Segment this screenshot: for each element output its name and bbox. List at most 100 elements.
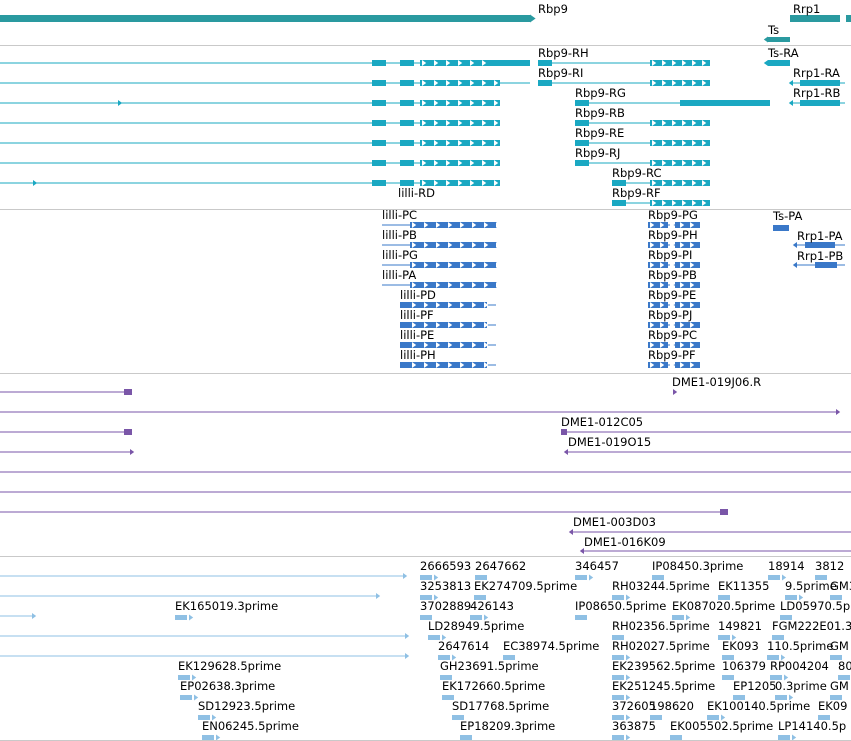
feature-label[interactable]: DME1-019O15 bbox=[568, 435, 652, 449]
est-block[interactable] bbox=[575, 575, 587, 580]
est-block[interactable] bbox=[438, 655, 450, 660]
feature-label[interactable]: Rrp1-PB bbox=[797, 249, 844, 263]
cds-block[interactable] bbox=[648, 282, 668, 288]
exon-block[interactable] bbox=[650, 200, 710, 206]
est-block[interactable] bbox=[202, 735, 214, 740]
feature-label[interactable]: 2666593 bbox=[420, 559, 472, 573]
feature-label[interactable]: Rrp1-RA bbox=[793, 66, 840, 80]
feature-label[interactable]: GH23691.5prime bbox=[440, 659, 539, 673]
est-block[interactable] bbox=[420, 575, 432, 580]
exon-block[interactable] bbox=[372, 80, 386, 86]
est-block[interactable] bbox=[474, 595, 486, 600]
feature-label[interactable]: Rbp9-RF bbox=[612, 186, 661, 200]
feature-label[interactable]: 198620 bbox=[650, 699, 694, 713]
feature-label[interactable]: Rbp9-PF bbox=[648, 348, 696, 362]
cds-block[interactable] bbox=[773, 225, 789, 231]
exon-block[interactable] bbox=[372, 140, 386, 146]
exon-block[interactable] bbox=[400, 120, 414, 126]
est-block[interactable] bbox=[770, 675, 782, 680]
est-block[interactable] bbox=[830, 695, 842, 700]
exon-block[interactable] bbox=[650, 140, 710, 146]
feature-label[interactable]: Rbp9-RH bbox=[538, 46, 589, 60]
feature-label[interactable]: EK093 bbox=[722, 639, 759, 653]
feature-label[interactable]: SD12923.5prime bbox=[198, 699, 296, 713]
exon-block[interactable] bbox=[650, 180, 710, 186]
exon-block[interactable] bbox=[575, 100, 589, 106]
feature-label[interactable]: SD17768.5prime bbox=[452, 699, 550, 713]
clone-end[interactable] bbox=[720, 509, 728, 515]
est-block[interactable] bbox=[722, 675, 734, 680]
exon-block[interactable] bbox=[575, 140, 589, 146]
cds-block[interactable] bbox=[410, 242, 497, 248]
feature-label[interactable]: Rbp9-RG bbox=[575, 86, 626, 100]
feature-label[interactable]: lilli-PG bbox=[382, 248, 418, 262]
feature-label[interactable]: Ts-RA bbox=[768, 46, 799, 60]
feature-label[interactable]: 3702889 bbox=[420, 599, 472, 613]
exon-block[interactable] bbox=[768, 60, 790, 66]
feature-label[interactable]: Rbp9 bbox=[538, 2, 568, 16]
feature-label[interactable]: EK172660.5prime bbox=[442, 679, 546, 693]
feature-label[interactable]: 426143 bbox=[470, 599, 514, 613]
feature-label[interactable]: EK087020.5prime bbox=[672, 599, 776, 613]
clone-end[interactable] bbox=[124, 389, 132, 395]
est-block[interactable] bbox=[652, 575, 664, 580]
feature-label[interactable]: RH03244.5prime bbox=[612, 579, 710, 593]
est-block[interactable] bbox=[672, 615, 684, 620]
gene-bar[interactable] bbox=[0, 15, 530, 22]
feature-label[interactable]: Rbp9-RI bbox=[538, 66, 584, 80]
feature-label[interactable]: 18914 bbox=[768, 559, 805, 573]
est-block[interactable] bbox=[575, 615, 587, 620]
est-block[interactable] bbox=[198, 715, 210, 720]
est-block[interactable] bbox=[767, 655, 779, 660]
est-block[interactable] bbox=[830, 655, 842, 660]
feature-label[interactable]: 3812 bbox=[815, 559, 845, 573]
est-block[interactable] bbox=[838, 675, 850, 680]
est-block[interactable] bbox=[718, 595, 730, 600]
feature-label[interactable]: EK005502.5prime bbox=[670, 719, 774, 733]
est-block[interactable] bbox=[442, 695, 454, 700]
feature-label[interactable]: LD05970.5p bbox=[780, 599, 851, 613]
est-block[interactable] bbox=[420, 615, 432, 620]
feature-label[interactable]: Rbp9-PI bbox=[648, 248, 693, 262]
feature-label[interactable]: Rbp9-PJ bbox=[648, 308, 693, 322]
feature-label[interactable]: EP1205 bbox=[733, 679, 777, 693]
clone-end[interactable] bbox=[124, 429, 132, 435]
feature-label[interactable]: Rbp9-PE bbox=[648, 288, 697, 302]
gene-bar[interactable] bbox=[846, 15, 851, 22]
exon-block[interactable] bbox=[538, 80, 552, 86]
gene-bar[interactable] bbox=[790, 15, 840, 22]
est-block[interactable] bbox=[475, 575, 487, 580]
est-block[interactable] bbox=[420, 595, 432, 600]
est-block[interactable] bbox=[612, 715, 624, 720]
exon-block[interactable] bbox=[680, 100, 770, 106]
exon-block[interactable] bbox=[650, 160, 710, 166]
feature-label[interactable]: 2647662 bbox=[475, 559, 527, 573]
cds-block[interactable] bbox=[648, 322, 668, 328]
feature-label[interactable]: 346457 bbox=[575, 559, 619, 573]
exon-block[interactable] bbox=[538, 60, 552, 66]
cds-block[interactable] bbox=[675, 242, 700, 248]
feature-label[interactable]: EP02638.3prime bbox=[180, 679, 276, 693]
est-block[interactable] bbox=[768, 575, 780, 580]
feature-label[interactable]: 80 bbox=[838, 659, 851, 673]
feature-label[interactable]: Rbp9-PB bbox=[648, 268, 697, 282]
est-block[interactable] bbox=[718, 635, 730, 640]
feature-label[interactable]: LP14140.5p bbox=[778, 719, 847, 733]
feature-label[interactable]: 110.5prime bbox=[767, 639, 834, 653]
exon-block[interactable] bbox=[372, 180, 386, 186]
cds-block[interactable] bbox=[815, 262, 837, 268]
exon-block[interactable] bbox=[612, 180, 626, 186]
exon-block[interactable] bbox=[372, 120, 386, 126]
feature-label[interactable]: 372605 bbox=[612, 699, 656, 713]
est-block[interactable] bbox=[785, 595, 797, 600]
feature-label[interactable]: lilli-RD bbox=[398, 186, 435, 200]
est-block[interactable] bbox=[707, 715, 719, 720]
feature-label[interactable]: EN06245.5prime bbox=[202, 719, 299, 733]
est-block[interactable] bbox=[178, 675, 190, 680]
cds-block[interactable] bbox=[648, 342, 668, 348]
feature-label[interactable]: 3253813 bbox=[420, 579, 472, 593]
est-block[interactable] bbox=[818, 715, 830, 720]
est-block[interactable] bbox=[772, 635, 784, 640]
feature-label[interactable]: lilli-PA bbox=[382, 268, 417, 282]
est-block[interactable] bbox=[612, 735, 624, 740]
